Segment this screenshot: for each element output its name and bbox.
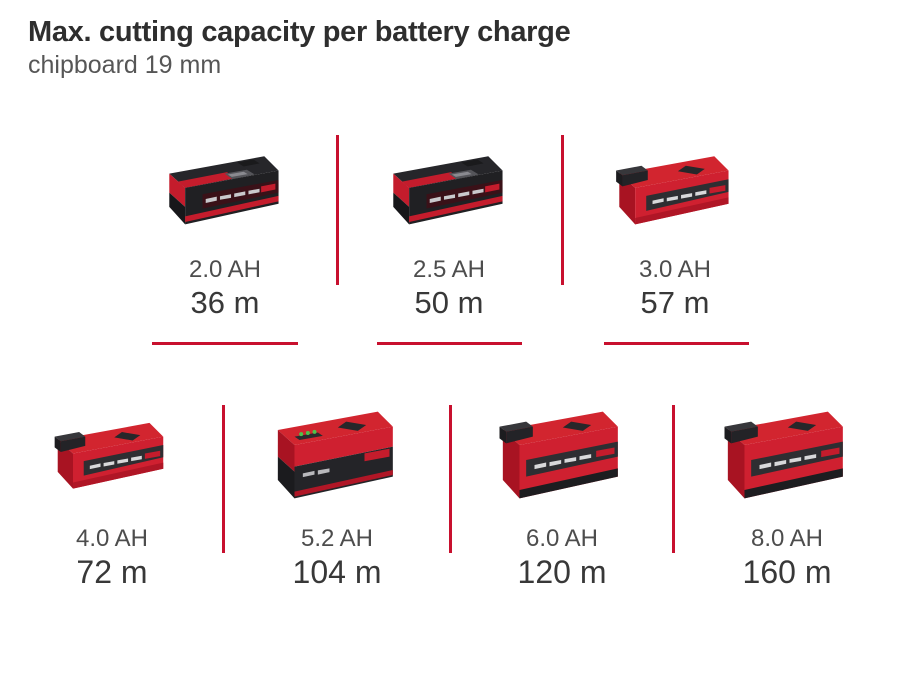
capacity-label: 8.0 AH	[750, 525, 824, 552]
battery-column: 2.5 AH 50 m	[339, 135, 559, 320]
capacity-label: 2.5 AH	[412, 256, 486, 283]
battery-column: 8.0 AH 160 m	[682, 398, 892, 591]
battery-icon	[168, 155, 279, 224]
distance-value: 160 m	[742, 554, 832, 591]
divider-horizontal	[152, 342, 298, 345]
divider-vertical	[672, 405, 675, 553]
battery-image-wrap	[457, 398, 667, 512]
distance-value: 50 m	[414, 285, 484, 321]
distance-value: 72 m	[76, 554, 148, 591]
capacity-label: 5.2 AH	[300, 525, 374, 552]
capacity-label: 2.0 AH	[188, 256, 262, 283]
battery-icon	[277, 411, 393, 499]
distance-value: 36 m	[190, 285, 260, 321]
capacity-label: 3.0 AH	[638, 256, 712, 283]
battery-column: 2.0 AH 36 m	[115, 135, 335, 320]
battery-icon	[615, 155, 729, 224]
page-title: Max. cutting capacity per battery charge	[28, 16, 571, 48]
divider-vertical	[561, 135, 564, 285]
battery-icon	[392, 155, 503, 224]
capacity-label: 4.0 AH	[75, 525, 149, 552]
divider-vertical	[222, 405, 225, 553]
battery-column: 3.0 AH 57 m	[565, 135, 785, 320]
battery-icon	[54, 422, 164, 489]
battery-column: 6.0 AH 120 m	[457, 398, 667, 591]
divider-horizontal	[604, 342, 749, 345]
battery-column: 4.0 AH 72 m	[7, 398, 217, 591]
divider-vertical	[449, 405, 452, 553]
divider-horizontal	[377, 342, 522, 345]
battery-image-wrap	[339, 135, 559, 243]
divider-vertical	[336, 135, 339, 285]
battery-icon	[499, 411, 618, 499]
battery-image-wrap	[7, 398, 217, 512]
page-subtitle: chipboard 19 mm	[28, 51, 222, 79]
distance-value: 57 m	[640, 285, 710, 321]
battery-image-wrap	[682, 398, 892, 512]
distance-value: 120 m	[517, 554, 607, 591]
capacity-label: 6.0 AH	[525, 525, 599, 552]
distance-value: 104 m	[292, 554, 382, 591]
battery-icon	[724, 411, 843, 499]
battery-image-wrap	[565, 135, 785, 243]
battery-image-wrap	[115, 135, 335, 243]
battery-column: 5.2 AH 104 m	[232, 398, 442, 591]
battery-image-wrap	[232, 398, 442, 512]
